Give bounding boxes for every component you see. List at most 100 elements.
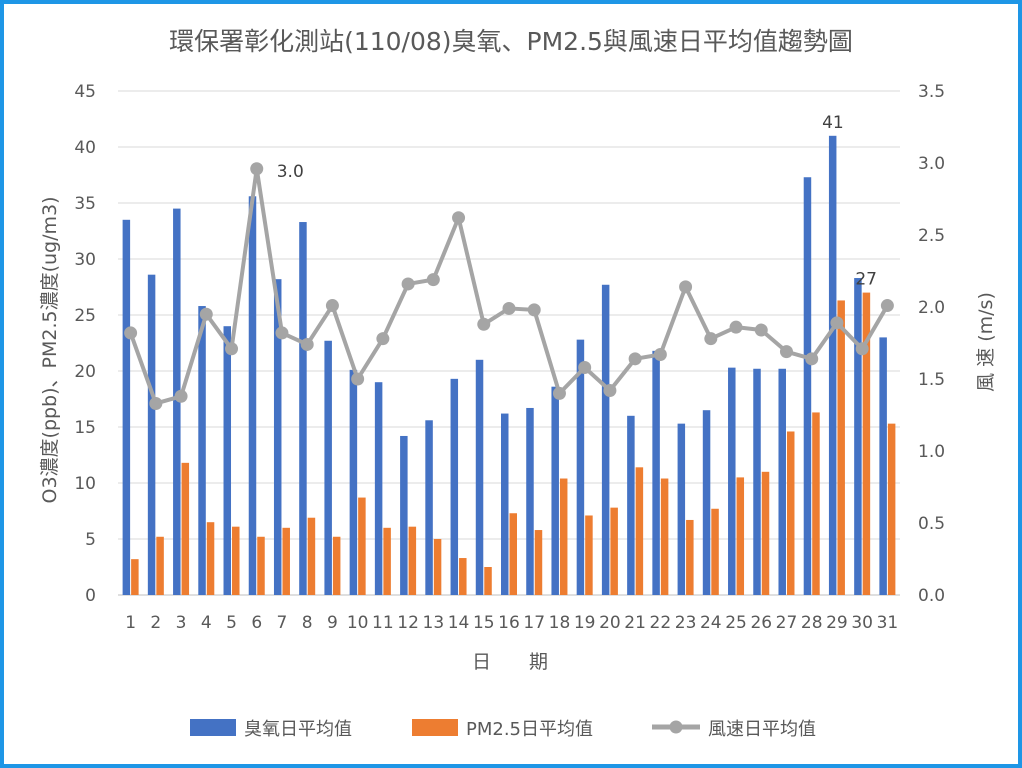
pm25-bar xyxy=(635,467,644,595)
x-axis-ticks: 1 2 3 4 5 6 7 8 9 10 11 12 13 14 15 16 17 18 19 20 21 22 23 24 2… xyxy=(125,613,898,633)
left-tick-label: 45 xyxy=(74,82,96,102)
x-tick-label: 14 xyxy=(448,613,470,633)
pm25-bar xyxy=(887,423,896,595)
wind-point xyxy=(426,273,440,287)
ozone-bar xyxy=(299,222,307,596)
wind-point xyxy=(376,332,390,346)
wind-point xyxy=(830,316,844,330)
wind-point xyxy=(628,352,642,366)
pm25-bar xyxy=(131,559,139,595)
ozone-bar xyxy=(702,410,711,595)
x-tick-label: 17 xyxy=(523,613,545,633)
pm25-bar xyxy=(660,478,669,595)
pm25-bar xyxy=(761,471,770,595)
x-tick-label: 18 xyxy=(549,613,571,633)
wind-point xyxy=(300,337,314,351)
ozone-bar xyxy=(778,368,786,595)
ozone-bar xyxy=(627,415,635,595)
wind-point xyxy=(855,342,869,356)
ozone-bar xyxy=(728,367,736,595)
left-axis-title: O3濃度(ppb)、PM2.5濃度(ug/m3) xyxy=(39,196,61,503)
pm25-bar xyxy=(206,522,215,595)
pm25-bar xyxy=(736,477,745,595)
pm25-bar xyxy=(509,513,517,595)
legend-marker-wind xyxy=(669,720,683,734)
wind-point xyxy=(552,386,566,400)
ozone-bar xyxy=(501,413,509,595)
ozone-bar xyxy=(450,378,459,595)
x-tick-label: 7 xyxy=(277,613,288,633)
wind-point xyxy=(351,372,365,386)
right-tick-label: 1.0 xyxy=(918,442,945,462)
x-tick-label: 1 xyxy=(125,613,136,633)
wind-point xyxy=(779,345,793,359)
pm25-bar xyxy=(862,292,871,595)
wind-point xyxy=(199,307,213,321)
pm25-bar xyxy=(686,519,694,595)
left-tick-label: 15 xyxy=(74,418,96,438)
wind-point xyxy=(527,303,541,317)
pm25-bar xyxy=(610,507,618,595)
ozone-bar xyxy=(601,284,610,595)
x-tick-label: 10 xyxy=(347,613,369,633)
x-tick-label: 24 xyxy=(700,613,722,633)
wind-point xyxy=(149,396,163,410)
wind-point xyxy=(124,326,138,340)
x-tick-label: 27 xyxy=(776,613,798,633)
ozone-bar xyxy=(475,359,484,595)
ozone-bar xyxy=(173,208,181,595)
wind-line xyxy=(124,162,894,410)
left-tick-label: 25 xyxy=(74,306,96,326)
x-tick-label: 6 xyxy=(251,613,262,633)
data-label: 41 xyxy=(822,113,844,133)
wind-point xyxy=(452,211,466,225)
pm25-bar xyxy=(433,539,442,595)
wind-point xyxy=(805,352,819,366)
ozone-bar xyxy=(198,306,206,595)
ozone-bar xyxy=(223,326,232,595)
legend-label-wind: 風速日平均值 xyxy=(708,719,816,740)
pm25-bar xyxy=(812,412,820,595)
right-tick-label: 1.5 xyxy=(918,370,945,390)
pm25-bar xyxy=(837,300,845,595)
pm25-bar xyxy=(358,497,366,595)
ozone-bar xyxy=(526,407,534,595)
bars xyxy=(122,135,896,596)
left-tick-label: 0 xyxy=(85,586,96,606)
ozone-bar xyxy=(349,369,358,595)
pm25-bar xyxy=(332,536,341,595)
ozone-bar xyxy=(803,177,812,596)
x-tick-label: 21 xyxy=(624,613,646,633)
ozone-bar xyxy=(147,274,156,595)
wind-point xyxy=(704,332,718,346)
wind-point xyxy=(880,299,894,313)
data-labels: 3.0 41 27 xyxy=(277,113,877,290)
x-tick-label: 13 xyxy=(423,613,445,633)
x-tick-label: 26 xyxy=(750,613,772,633)
wind-point xyxy=(225,342,239,356)
ozone-bar xyxy=(374,382,383,595)
right-tick-label: 0.5 xyxy=(918,514,945,534)
wind-series-line xyxy=(128,166,890,406)
x-tick-label: 28 xyxy=(801,613,823,633)
x-tick-label: 3 xyxy=(176,613,187,633)
x-tick-label: 31 xyxy=(877,613,899,633)
data-label: 27 xyxy=(855,270,877,290)
x-axis-title: 日 期 xyxy=(472,651,548,673)
x-tick-label: 15 xyxy=(473,613,495,633)
wind-point xyxy=(502,301,516,315)
ozone-bar xyxy=(273,279,282,595)
left-tick-label: 20 xyxy=(74,362,96,382)
legend-label-pm25: PM2.5日平均值 xyxy=(466,719,593,740)
left-tick-label: 5 xyxy=(85,530,96,550)
x-tick-label: 11 xyxy=(372,613,394,633)
wind-point xyxy=(653,348,667,362)
x-tick-label: 22 xyxy=(650,613,672,633)
x-tick-label: 8 xyxy=(302,613,313,633)
x-tick-label: 20 xyxy=(599,613,621,633)
left-tick-label: 35 xyxy=(74,194,96,214)
x-tick-label: 30 xyxy=(851,613,873,633)
pm25-bar xyxy=(484,567,492,595)
wind-point xyxy=(275,326,289,340)
